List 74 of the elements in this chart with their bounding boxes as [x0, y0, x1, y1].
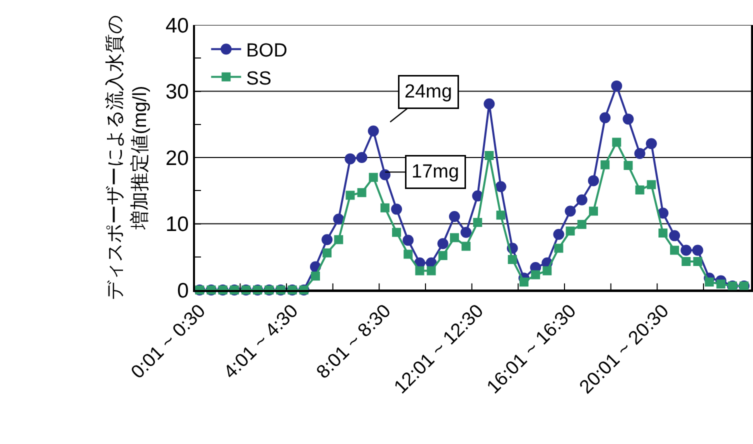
point [322, 248, 332, 258]
point [437, 238, 448, 250]
point [600, 112, 611, 124]
x-tick-label: 4:01 ~ 4:30 [220, 300, 303, 384]
point [391, 204, 402, 215]
point [588, 175, 599, 186]
point [588, 206, 598, 216]
point [658, 228, 668, 238]
point [333, 214, 344, 225]
point [508, 255, 517, 264]
point [438, 251, 448, 260]
point [496, 210, 506, 220]
point [473, 218, 482, 227]
x-tick-label: 8:01 ~ 8:30 [312, 300, 396, 384]
point [682, 257, 691, 266]
annotation: 24mg [404, 82, 452, 102]
point [368, 172, 378, 182]
point [415, 266, 424, 276]
point [356, 152, 368, 163]
point [692, 244, 704, 256]
point [334, 235, 344, 244]
legend-label: BOD [246, 40, 288, 62]
point [622, 114, 634, 125]
y-tick-label: 40 [165, 14, 189, 38]
point [611, 80, 622, 92]
point [577, 220, 586, 229]
point [346, 190, 355, 200]
point [646, 138, 657, 150]
point [635, 185, 644, 194]
point [484, 151, 494, 160]
point [542, 266, 552, 276]
point [612, 138, 622, 147]
point [484, 98, 495, 110]
point [379, 169, 390, 180]
point [531, 270, 540, 280]
point [680, 244, 692, 256]
point [704, 278, 714, 287]
point [519, 278, 528, 287]
point [564, 206, 576, 217]
point [624, 160, 633, 170]
point [448, 210, 460, 222]
point [310, 272, 320, 281]
point [392, 228, 402, 237]
x-tick-label: 0:01 ~ 0:30 [127, 300, 210, 384]
point [553, 228, 564, 240]
point [554, 244, 564, 253]
point [357, 188, 366, 198]
point [669, 230, 680, 242]
point [344, 153, 356, 164]
point [368, 126, 379, 136]
annotation: 17mg [412, 162, 460, 182]
point [322, 234, 333, 246]
point [380, 203, 390, 212]
point [450, 233, 459, 242]
y-tick-label: 10 [165, 213, 189, 236]
point [462, 242, 471, 251]
point [600, 160, 610, 170]
legend-label: SS [246, 68, 272, 90]
point [404, 250, 413, 259]
y-tick-label: 0 [177, 279, 189, 302]
point [634, 148, 646, 160]
point [566, 226, 575, 236]
point [576, 194, 588, 206]
point [426, 266, 436, 276]
point [670, 246, 680, 255]
y-tick-label: 20 [165, 146, 189, 170]
point [716, 280, 726, 289]
point [402, 234, 414, 246]
point [495, 181, 506, 192]
y-axis-title: ディスポーザーによる流入水質の増加推定値(mg/l) [104, 15, 151, 300]
point [646, 180, 656, 190]
point [693, 257, 702, 266]
y-tick-label: 30 [165, 80, 189, 104]
point [460, 226, 472, 238]
